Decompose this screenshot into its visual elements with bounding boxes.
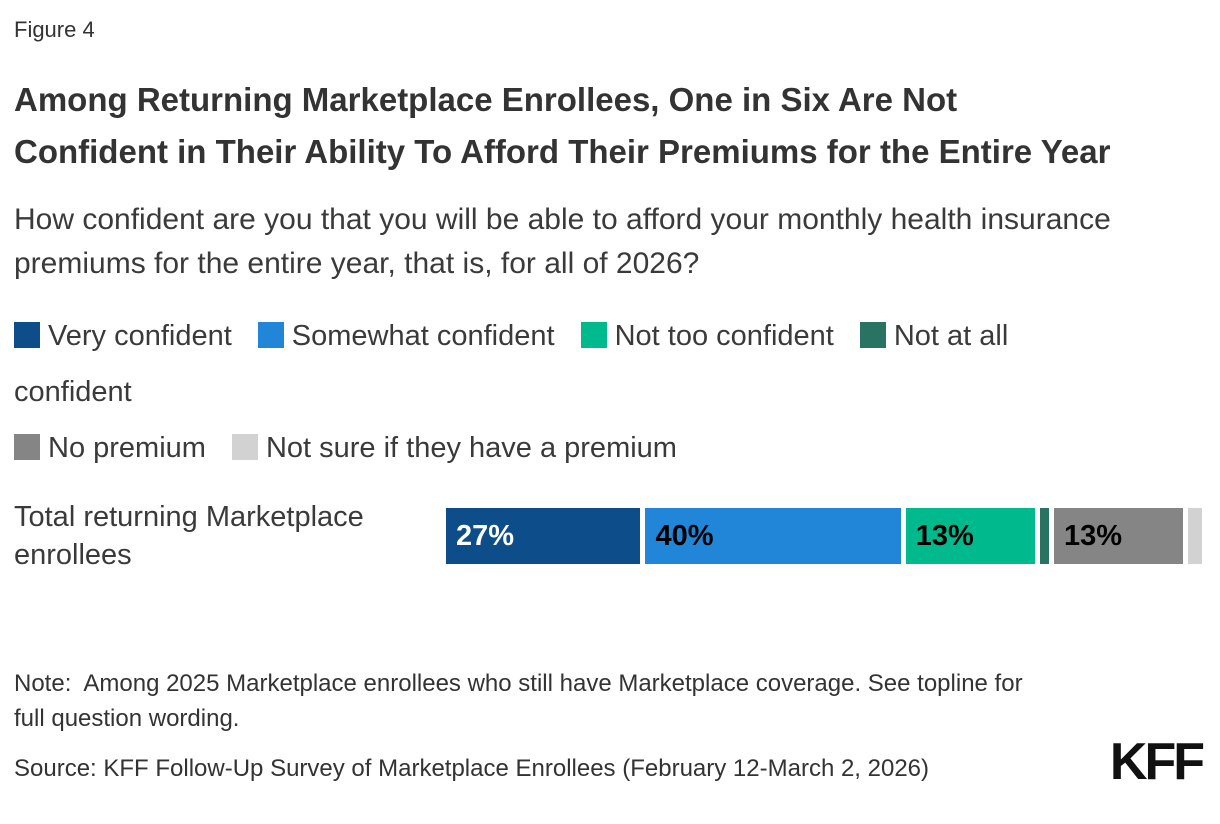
bar-segment-value: 40%: [655, 519, 714, 552]
bar-segment-somewhat-confident: 40%: [645, 508, 901, 564]
bar-segment-not-too-confident: 13%: [905, 508, 1035, 564]
legend-label: Not sure if they have a premium: [265, 432, 677, 464]
legend-swatch-no-premium: [14, 434, 40, 460]
legend-swatch-somewhat-confident: [257, 322, 284, 348]
legend: Very confident Somewhat confident Not too …: [14, 308, 1114, 476]
bar-category-label: Total returning Marketplace enrollees: [14, 501, 364, 571]
bar-segment-no-premium: 13%: [1054, 508, 1183, 564]
chart-row: Total returning Marketplace enrollees 27…: [14, 498, 1202, 574]
source-row: Source: KFF Follow-Up Survey of Marketpl…: [14, 733, 1205, 791]
kff-logo: KFF: [1109, 733, 1205, 791]
legend-label: Not at all confident: [14, 320, 1009, 408]
legend-swatch-not-at-all-confident: [859, 322, 886, 348]
figure-number: Figure 4: [14, 17, 95, 42]
bar-segment-value: 13%: [915, 519, 974, 552]
legend-group: No premium Not sure if they have a premiu…: [14, 420, 1114, 476]
legend-swatch-not-sure-if-they-have-a-premium: [231, 434, 258, 460]
bar-segment-not-sure-if-they-have-a-premium: [1187, 508, 1202, 564]
chart-subtitle: How confident are you that you will be a…: [14, 203, 1111, 280]
legend-label: Not too confident: [614, 320, 834, 352]
bar-segment-value: 13%: [1064, 519, 1123, 552]
legend-group: Very confident Somewhat confident Not too …: [14, 308, 1114, 420]
bar-segment-very-confident: 27%: [446, 508, 641, 564]
legend-item-not-at-all-confident: Not at all confident: [14, 320, 1008, 408]
legend-item-very-confident: Very confident: [14, 320, 232, 352]
chart-source: Source: KFF Follow-Up Survey of Marketpl…: [14, 755, 930, 782]
bar-segment-not-at-all-confident: [1039, 508, 1050, 564]
bar-segment-value: 27%: [456, 519, 515, 552]
legend-item-somewhat-confident: Somewhat confident: [257, 320, 555, 352]
legend-item-no-premium: No premium: [14, 432, 206, 464]
legend-label: Very confident: [48, 320, 232, 352]
legend-label: Somewhat confident: [291, 320, 555, 352]
stacked-bar: 27% 40% 13% 13%: [446, 508, 1202, 564]
legend-item-not-too-confident: Not too confident: [580, 320, 834, 352]
legend-label: No premium: [48, 432, 206, 464]
chart-title: Among Returning Marketplace Enrollees, O…: [14, 81, 1111, 170]
legend-item-not-sure-if-they-have-a-premium: Not sure if they have a premium: [231, 432, 677, 464]
legend-swatch-not-too-confident: [580, 322, 607, 348]
chart-note: Note: Among 2025 Marketplace enrollees w…: [14, 670, 1030, 732]
legend-swatch-very-confident: [14, 322, 40, 348]
